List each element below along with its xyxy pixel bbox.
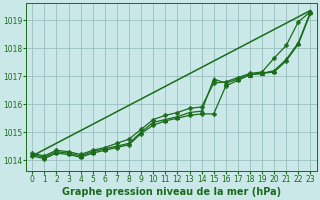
X-axis label: Graphe pression niveau de la mer (hPa): Graphe pression niveau de la mer (hPa) bbox=[62, 187, 281, 197]
